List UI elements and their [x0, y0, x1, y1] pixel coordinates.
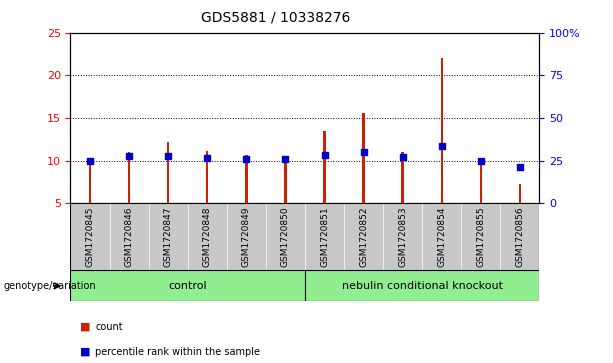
Point — [242, 156, 251, 162]
Bar — [245, 155, 248, 203]
Text: GSM1720851: GSM1720851 — [320, 207, 329, 267]
Point — [515, 164, 525, 170]
Point — [202, 155, 212, 161]
Bar — [519, 184, 521, 203]
Text: count: count — [95, 322, 123, 332]
Bar — [305, 203, 344, 270]
Point — [85, 158, 95, 163]
Bar — [70, 203, 110, 270]
Point — [476, 158, 485, 163]
Bar — [383, 203, 422, 270]
Text: GSM1720854: GSM1720854 — [437, 207, 446, 267]
Bar — [500, 203, 539, 270]
Bar — [402, 152, 404, 203]
Point — [359, 149, 368, 155]
Bar — [284, 156, 287, 203]
Text: GSM1720848: GSM1720848 — [203, 207, 211, 267]
Text: control: control — [169, 281, 207, 291]
Bar — [362, 113, 365, 203]
Text: genotype/variation: genotype/variation — [3, 281, 96, 291]
Bar — [305, 270, 539, 301]
Bar — [188, 203, 227, 270]
Bar — [149, 203, 188, 270]
Text: GSM1720850: GSM1720850 — [281, 207, 290, 267]
Bar — [323, 131, 326, 203]
Bar — [479, 160, 482, 203]
Text: GSM1720846: GSM1720846 — [124, 207, 134, 267]
Text: GDS5881 / 10338276: GDS5881 / 10338276 — [201, 11, 351, 25]
Bar — [462, 203, 500, 270]
Text: GSM1720847: GSM1720847 — [164, 207, 173, 267]
Point — [398, 154, 408, 160]
Text: GSM1720855: GSM1720855 — [476, 207, 485, 267]
Text: ■: ■ — [80, 322, 90, 332]
Bar — [167, 142, 169, 203]
Text: GSM1720845: GSM1720845 — [86, 207, 94, 267]
Bar — [441, 58, 443, 203]
Point — [437, 143, 447, 149]
Bar — [110, 203, 149, 270]
Bar — [344, 203, 383, 270]
Text: percentile rank within the sample: percentile rank within the sample — [95, 347, 260, 357]
Bar — [206, 151, 208, 203]
Point — [281, 156, 291, 162]
Bar — [89, 160, 91, 203]
Bar — [266, 203, 305, 270]
Point — [163, 154, 173, 159]
Text: nebulin conditional knockout: nebulin conditional knockout — [341, 281, 503, 291]
Point — [319, 152, 329, 158]
Point — [124, 154, 134, 159]
Bar — [422, 203, 462, 270]
Text: GSM1720856: GSM1720856 — [516, 207, 524, 267]
Text: ■: ■ — [80, 347, 90, 357]
Bar — [227, 203, 266, 270]
Bar — [128, 152, 131, 203]
Text: GSM1720852: GSM1720852 — [359, 207, 368, 267]
Bar — [70, 270, 305, 301]
Text: GSM1720849: GSM1720849 — [242, 207, 251, 267]
Text: GSM1720853: GSM1720853 — [398, 207, 407, 267]
